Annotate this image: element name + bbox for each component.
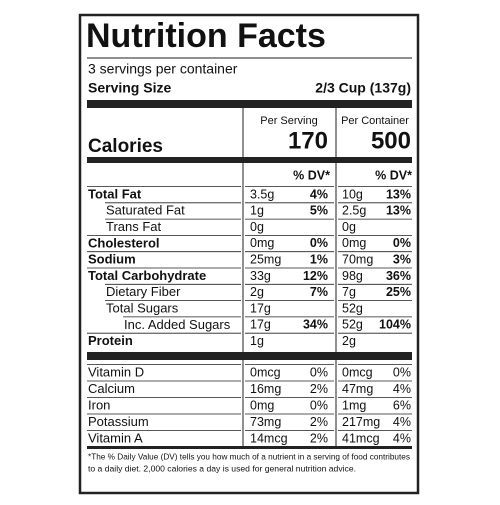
amount: 47mg (342, 382, 373, 396)
serving-size-label: Serving Size (88, 80, 171, 96)
nutrient-name: Saturated Fat (106, 203, 185, 218)
amount: 217mg (342, 415, 380, 429)
thick-rule (87, 446, 412, 449)
daily-value: 13% (386, 187, 411, 201)
calories-value: 170 (288, 127, 328, 154)
nutrient-name: Sodium (88, 252, 136, 267)
daily-value: 13% (386, 204, 411, 218)
footnote: *The % Daily Value (DV) tells you how mu… (88, 451, 410, 461)
nutrient-name: Total Fat (88, 186, 142, 201)
amount: 52g (342, 301, 363, 315)
nutrient-name: Calcium (88, 381, 135, 396)
amount: 0mg (250, 236, 274, 250)
nutrient-name: Potassium (88, 414, 149, 429)
nutrient-name: Trans Fat (106, 219, 162, 234)
daily-value: 36% (386, 269, 411, 283)
label-border (78, 13, 420, 495)
nutrient-name: Vitamin A (88, 430, 143, 445)
thick-rule (87, 352, 412, 360)
daily-value: 0% (393, 365, 411, 379)
amount: 25mg (250, 252, 281, 266)
daily-value: 104% (379, 318, 411, 332)
daily-value: 4% (393, 431, 411, 445)
nutrient-name: Protein (88, 333, 133, 348)
amount: 70mg (342, 252, 373, 266)
daily-value: 2% (310, 431, 328, 445)
amount: 1g (250, 204, 264, 218)
amount: 10g (342, 187, 363, 201)
nutrient-name: Dietary Fiber (106, 284, 181, 299)
amount: 17g (250, 301, 271, 315)
thick-rule (87, 157, 412, 163)
daily-value: 4% (393, 382, 411, 396)
amount: 14mcg (250, 431, 288, 445)
amount: 0mg (250, 398, 274, 412)
amount: 73mg (250, 415, 281, 429)
daily-value: 6% (393, 398, 411, 412)
dv-header: % DV* (375, 168, 412, 182)
daily-value: 25% (386, 285, 411, 299)
daily-value: 0% (310, 398, 328, 412)
daily-value: 4% (393, 415, 411, 429)
nutrient-name: Total Carbohydrate (88, 268, 206, 283)
amount: 2g (342, 334, 356, 348)
daily-value: 2% (310, 415, 328, 429)
daily-value: 1% (310, 252, 328, 266)
amount: 98g (342, 269, 363, 283)
amount: 0mg (342, 236, 366, 250)
daily-value: 12% (303, 269, 328, 283)
daily-value: 0% (393, 236, 411, 250)
nutrient-name: Cholesterol (88, 235, 160, 250)
nutrient-name: Total Sugars (106, 301, 179, 316)
amount: 1g (250, 334, 264, 348)
daily-value: 3% (393, 252, 411, 266)
amount: 41mcg (342, 431, 380, 445)
amount: 2.5g (342, 204, 366, 218)
daily-value: 5% (310, 204, 328, 218)
daily-value: 34% (303, 318, 328, 332)
daily-value: 7% (310, 285, 328, 299)
amount: 0g (342, 220, 356, 234)
amount: 16mg (250, 382, 281, 396)
footnote: to a daily diet. 2,000 calories a day is… (88, 463, 356, 473)
amount: 0mcg (250, 365, 281, 379)
servings: 3 servings per container (88, 61, 238, 77)
nutrient-name: Vitamin D (88, 364, 144, 379)
amount: 3.5g (250, 187, 274, 201)
daily-value: 4% (310, 187, 328, 201)
calories-value: 500 (371, 127, 411, 154)
daily-value: 2% (310, 382, 328, 396)
daily-value: 0% (310, 236, 328, 250)
column-header: Per Serving (260, 115, 317, 127)
nutrient-name: Iron (88, 397, 110, 412)
daily-value: 0% (310, 365, 328, 379)
amount: 1mg (342, 398, 366, 412)
dv-header: % DV* (293, 168, 330, 182)
column-header: Per Container (341, 115, 409, 127)
amount: 17g (250, 318, 271, 332)
amount: 52g (342, 318, 363, 332)
amount: 7g (342, 285, 356, 299)
calories-label: Calories (88, 136, 163, 157)
thick-rule (87, 100, 412, 108)
amount: 33g (250, 269, 271, 283)
amount: 0g (250, 220, 264, 234)
title: Nutrition Facts (86, 17, 326, 55)
serving-size-value: 2/3 Cup (137g) (315, 80, 411, 96)
amount: 2g (250, 285, 264, 299)
nutrient-name: Inc. Added Sugars (124, 317, 231, 332)
amount: 0mcg (342, 365, 373, 379)
